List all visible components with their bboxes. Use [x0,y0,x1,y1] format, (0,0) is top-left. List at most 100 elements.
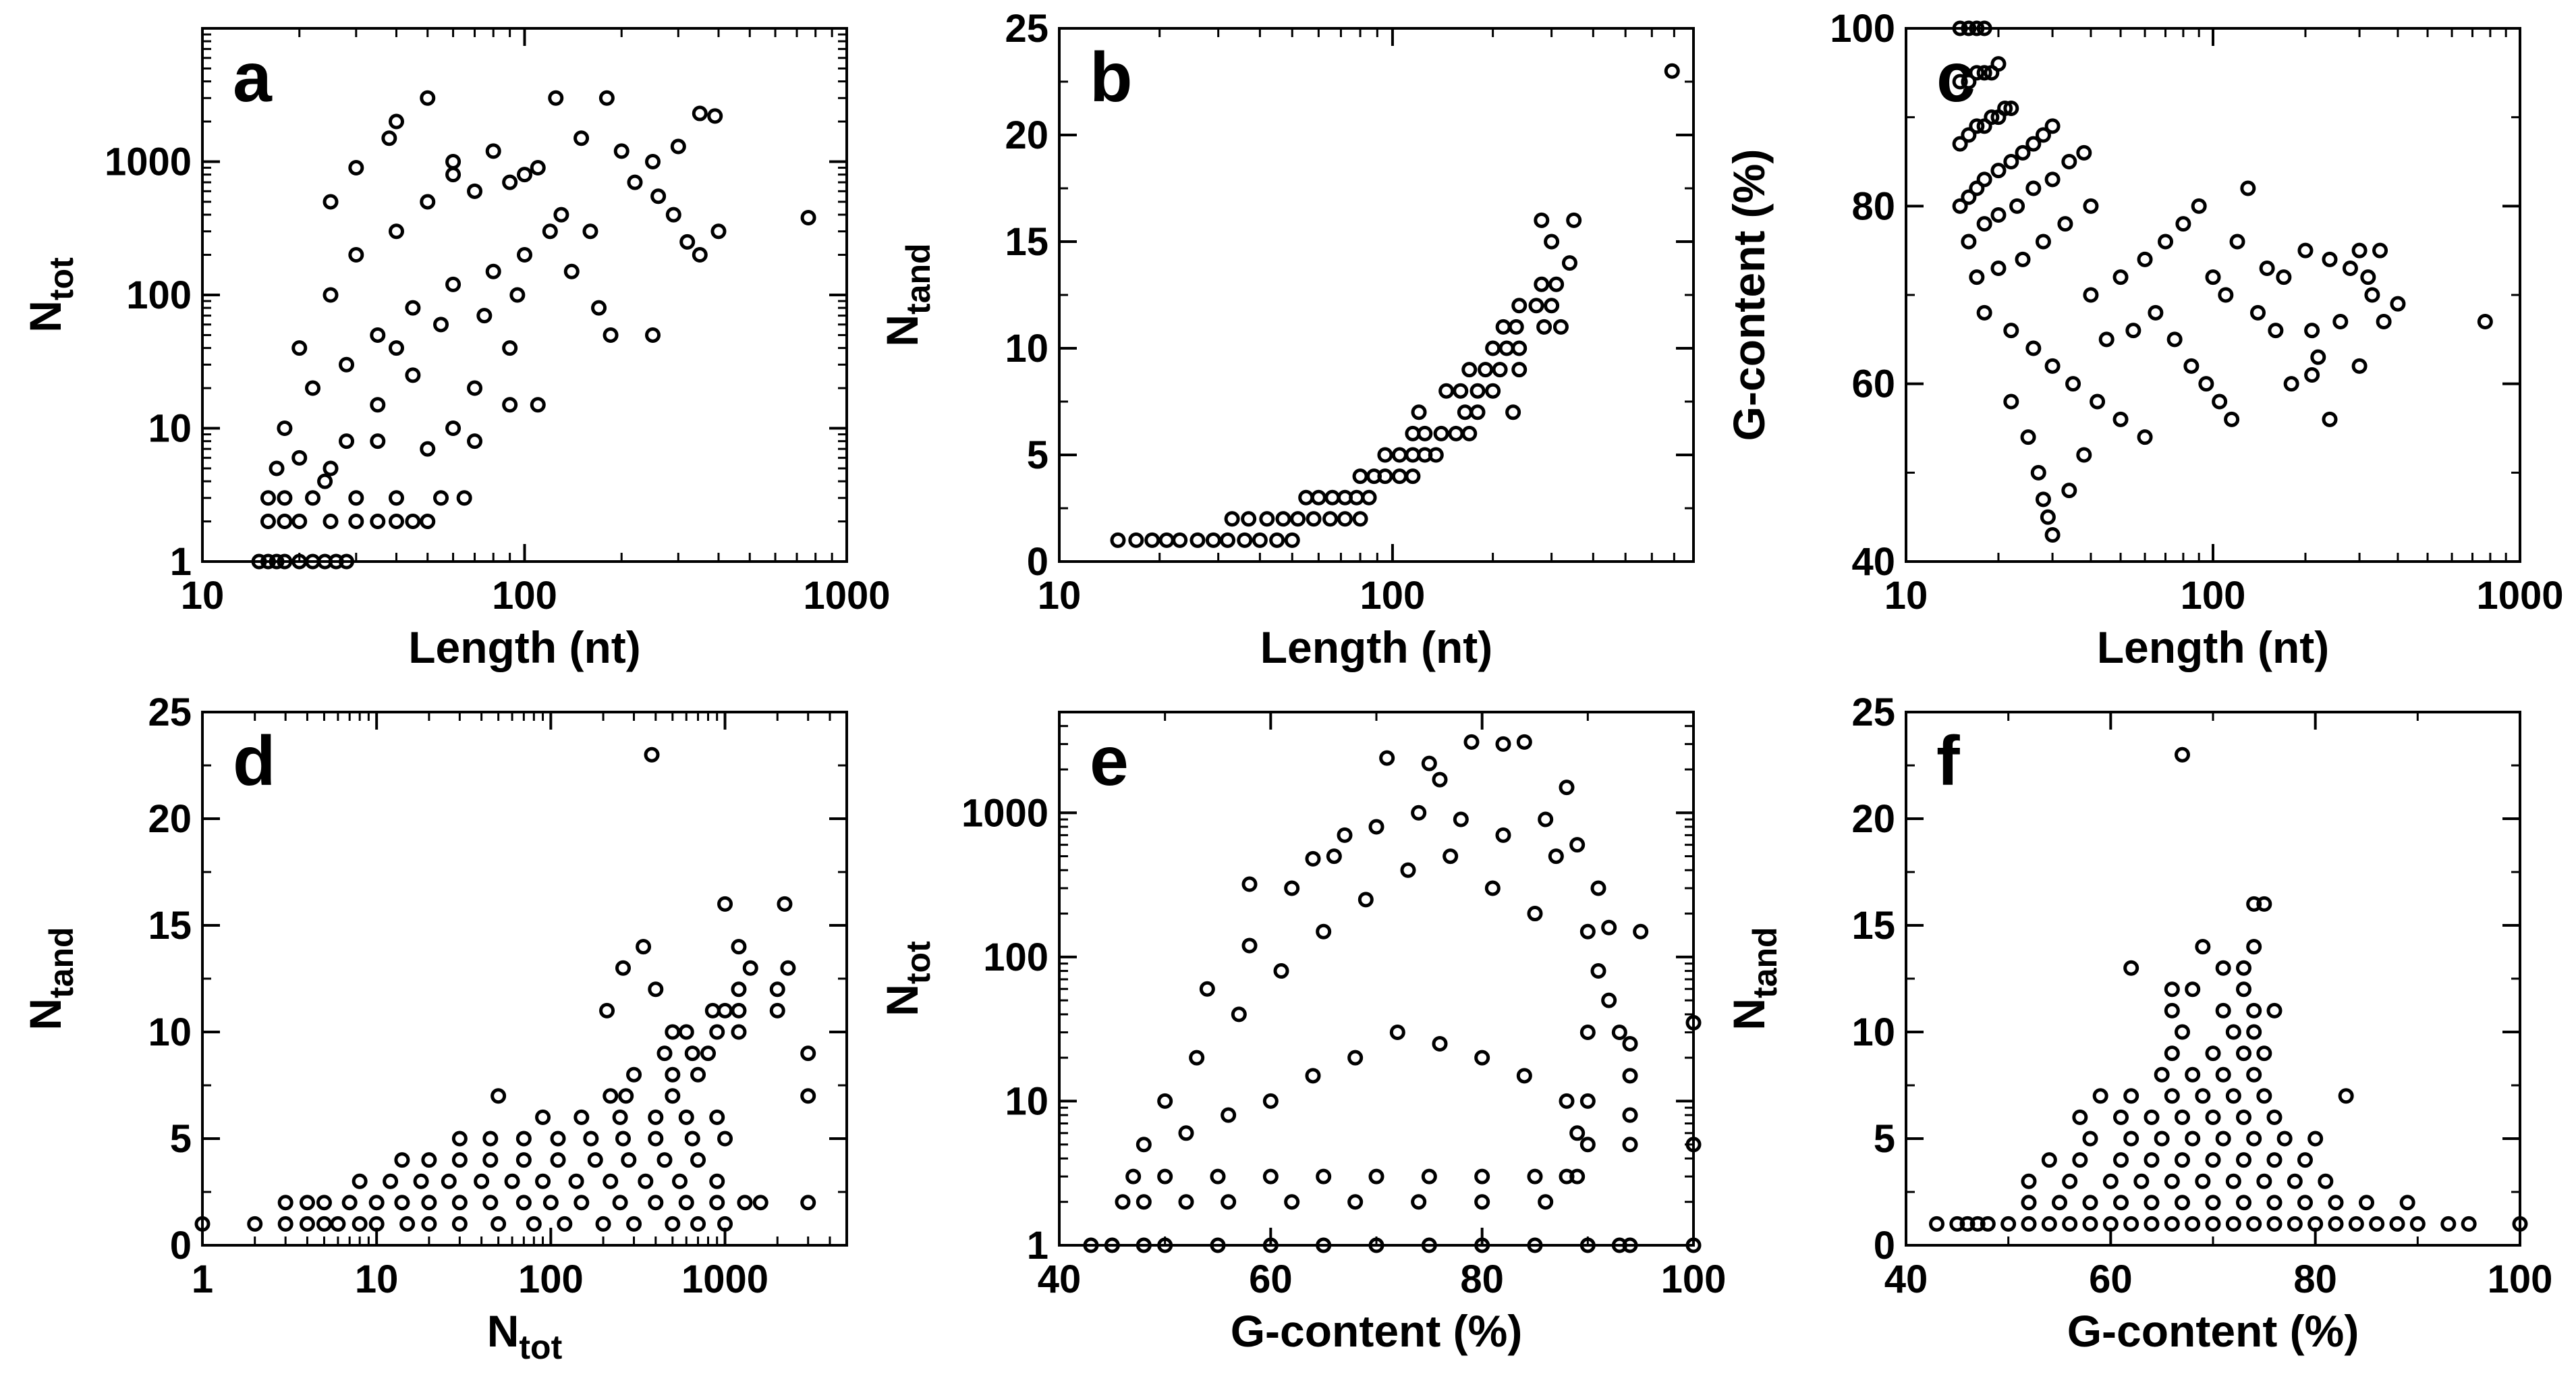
data-point [515,1152,532,1168]
data-point [1495,736,1511,752]
panel-b: 10 100 0 5 10 15 20 25 b Length (nt) Ntand [877,7,1695,672]
data-point [2164,1002,2180,1018]
data-point [621,1152,637,1168]
data-point [1421,1168,1437,1185]
data-point [2137,429,2153,445]
data-point [485,263,501,279]
data-point [277,514,293,530]
data-point [2185,981,2201,998]
data-point [482,1195,499,1211]
panel-label: b [1090,38,1133,117]
data-point [251,553,267,570]
data-point [1210,1168,1226,1185]
data-point [352,1216,368,1232]
data-points [1929,746,2528,1232]
data-point [2112,269,2129,285]
data-point [1538,1194,1554,1210]
data-point [535,1109,551,1125]
data-point [1495,319,1511,335]
data-point [1976,65,1992,81]
x-tick-label: 60 [2089,1257,2133,1301]
data-point [1552,319,1569,335]
data-point [1990,56,2007,72]
data-point [692,247,708,263]
data-point [2389,1216,2405,1232]
data-point [2166,331,2183,348]
data-point [1368,1237,1384,1253]
data-point [800,209,816,225]
data-point [370,327,386,343]
y-tick-label: 15 [1851,904,1895,948]
data-point [1417,425,1433,441]
data-point [1377,468,1393,485]
data-point [1984,109,2000,126]
data-point [1241,511,1257,527]
data-point [474,1173,490,1189]
data-point [535,1173,551,1189]
data-point [679,234,696,250]
data-point [603,1173,619,1189]
data-point [2015,251,2031,267]
y-tick-label: 10 [1851,1010,1895,1054]
data-point [692,105,708,121]
data-point [2040,509,2056,525]
data-point [456,490,472,506]
data-point [2164,981,2180,998]
data-point [341,1195,358,1211]
data-point [645,154,661,169]
data-point [323,287,339,303]
data-point [2092,1088,2108,1104]
data-point [2175,1109,2190,1125]
data-point [1511,298,1528,314]
data-point [2003,393,2019,410]
data-point [1136,1137,1152,1153]
data-point [2123,1216,2139,1232]
data-point [1411,404,1427,420]
data-point [339,433,355,450]
data-points [1110,63,1680,548]
data-point [330,1216,346,1232]
data-point [2212,393,2228,410]
data-point [1499,340,1515,356]
data-point [394,1195,410,1211]
data-point [405,300,421,316]
data-point [582,223,598,240]
data-point [1433,425,1449,441]
data-point [1969,1216,1986,1232]
data-point [648,981,664,998]
data-point [2215,1066,2231,1083]
data-point [348,247,364,263]
data-point [1421,1237,1437,1253]
data-point [1969,65,1985,81]
data-point [2297,1152,2313,1168]
data-point [413,1173,429,1189]
data-point [1125,1168,1142,1185]
data-point [1199,981,1215,997]
data-point [1178,1194,1194,1210]
data-point [1622,1237,1638,1253]
data-point [2175,1024,2190,1040]
data-point [700,1045,717,1062]
data-point [1352,468,1368,485]
data-point [316,1195,332,1211]
data-point [1411,1194,1427,1210]
data-point [1990,163,2007,179]
data-point [2322,411,2338,427]
data-point [504,1173,520,1189]
y-tick-label: 10 [1005,1079,1048,1123]
data-point [1189,532,1206,548]
data-point [502,174,518,190]
y-axis-label-sub: tand [43,927,80,998]
data-point [1516,1068,1532,1084]
data-point [2175,1152,2190,1168]
data-point [1241,876,1258,892]
data-point [2266,1195,2283,1211]
y-axis-label-main: N [20,998,70,1031]
data-point [1337,511,1353,527]
data-point [2082,1195,2098,1211]
x-tick-label: 100 [492,574,557,618]
data-point [690,1066,706,1083]
data-point [2351,242,2368,259]
